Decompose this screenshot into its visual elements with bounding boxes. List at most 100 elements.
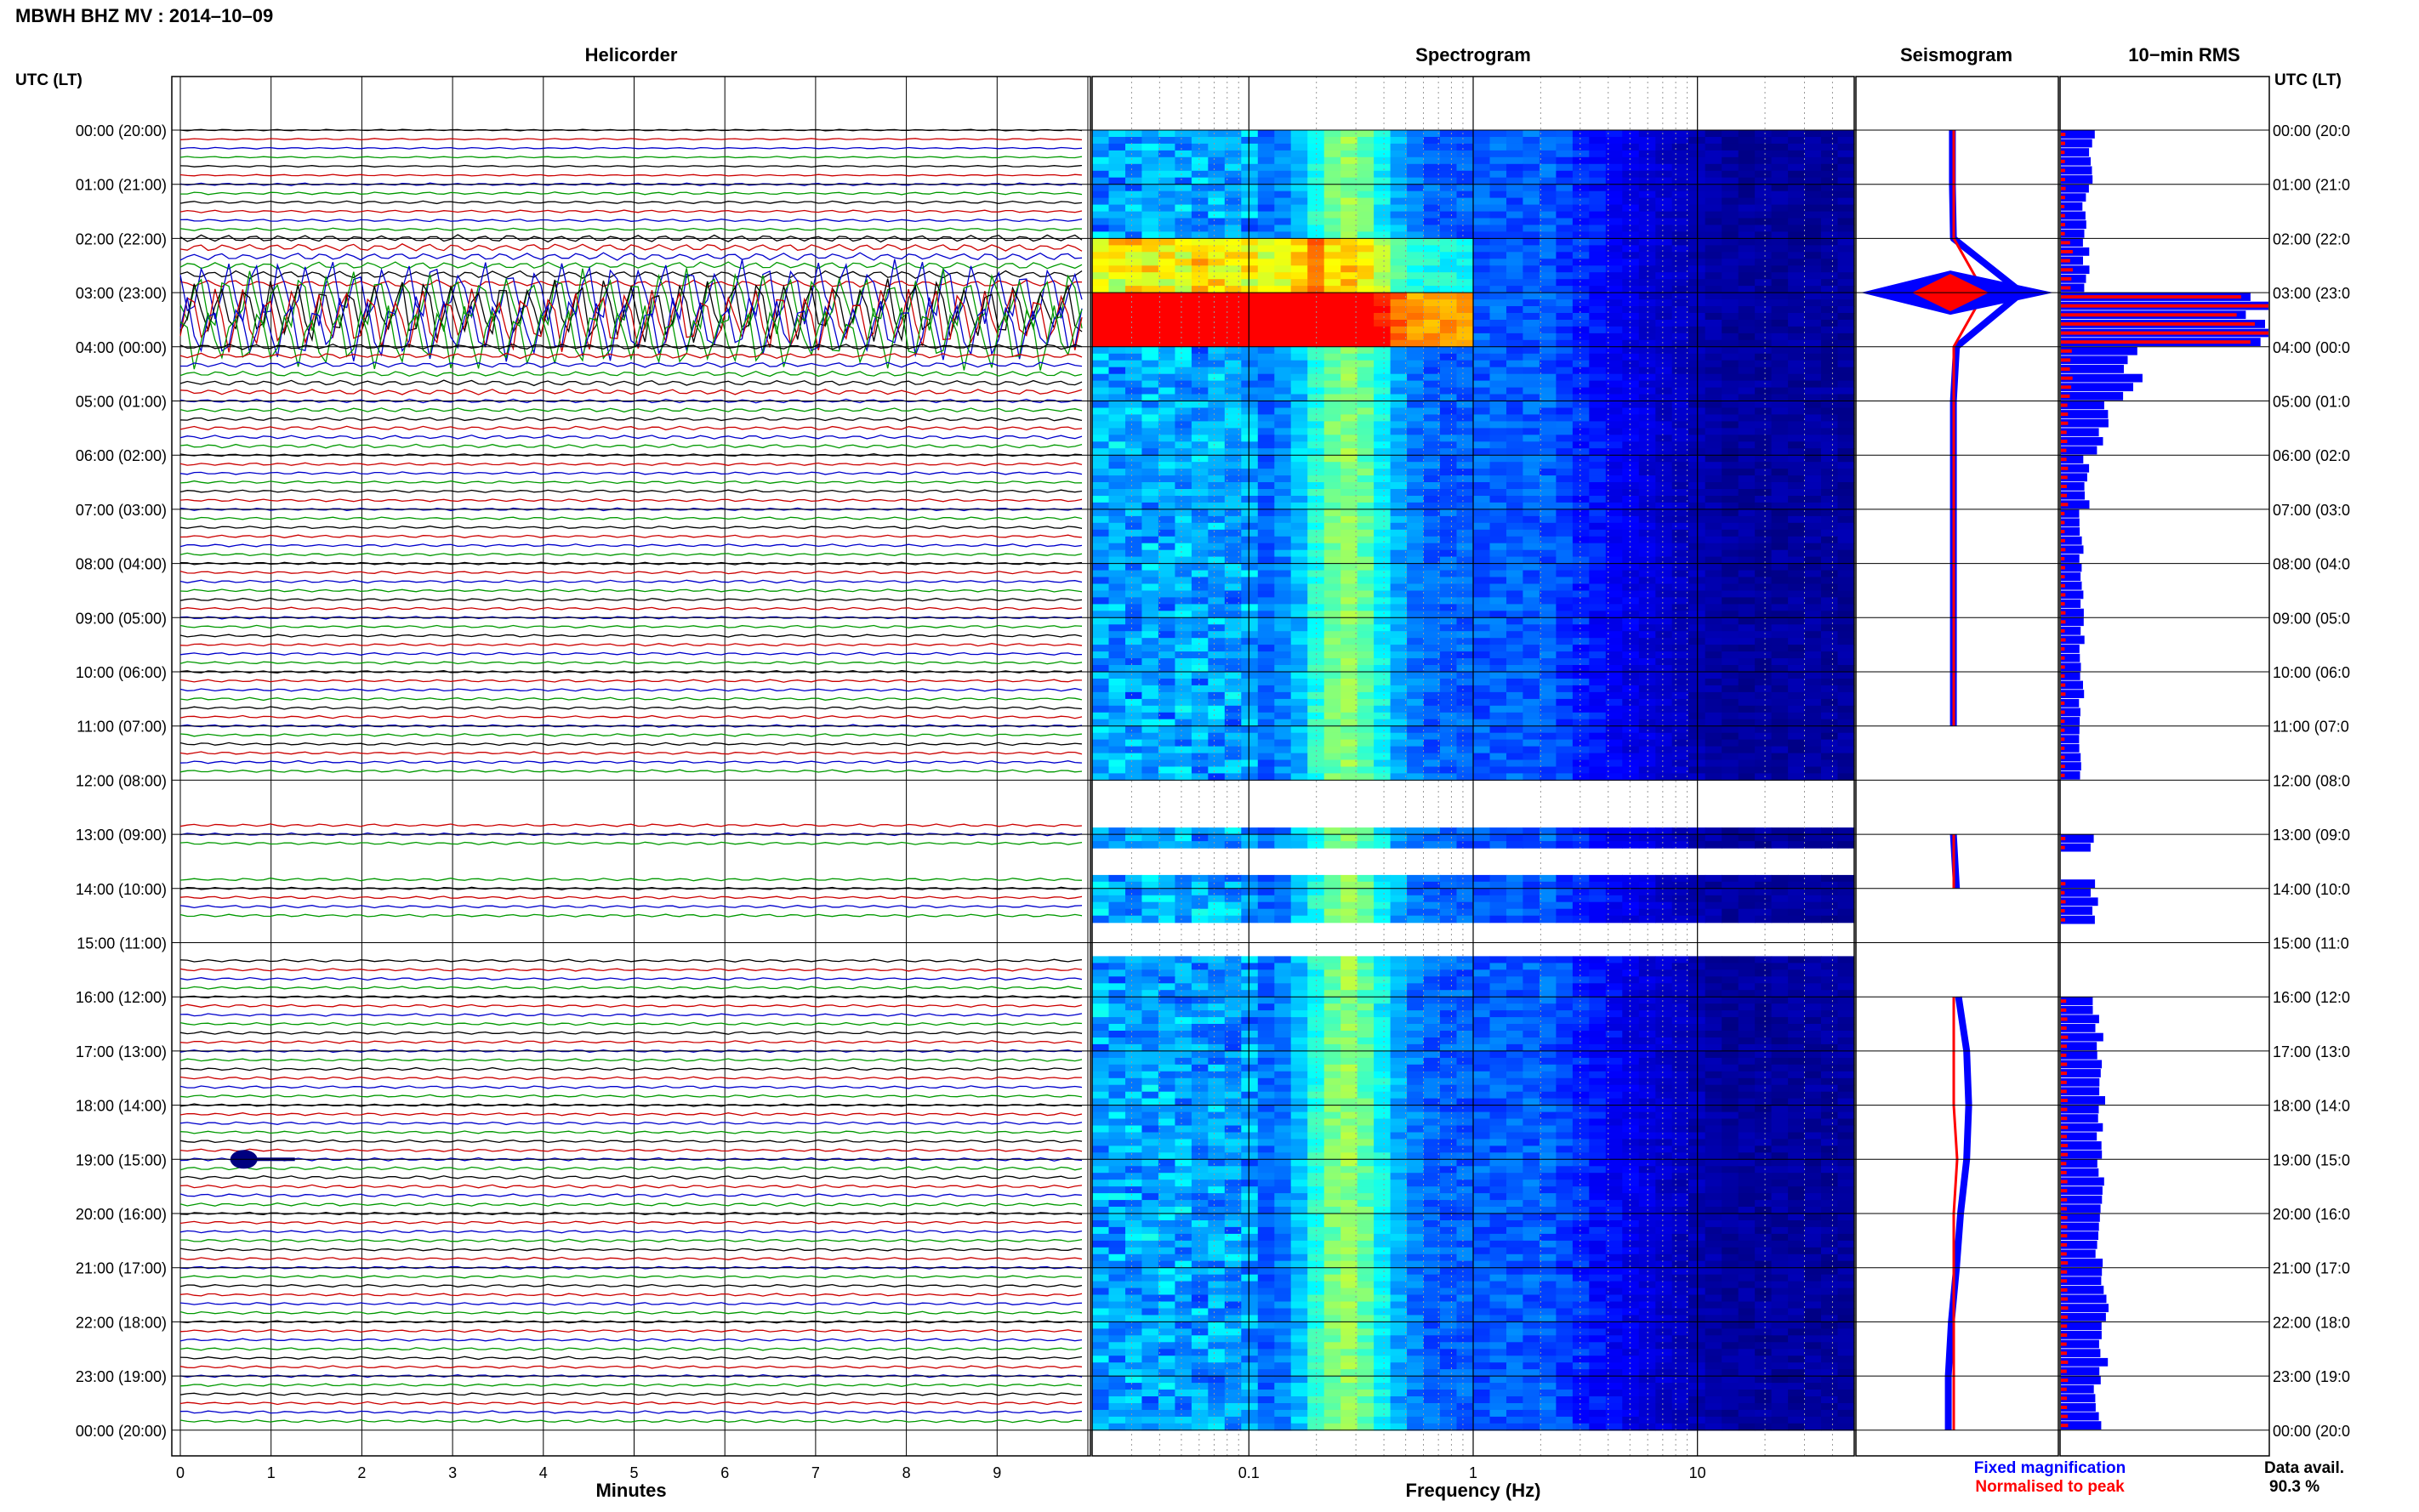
spectrogram-cell [1655, 645, 1673, 652]
spectrogram-cell [1374, 428, 1392, 435]
spectrogram-cell [1307, 204, 1325, 213]
spectrogram-cell [1390, 367, 1408, 375]
spectrogram-cell [1357, 549, 1375, 558]
spectrogram-cell [1274, 556, 1292, 565]
spectrogram-cell [1340, 725, 1358, 734]
spectrogram-cell [1671, 679, 1689, 686]
spectrogram-cell [1257, 638, 1275, 645]
spectrogram-cell [1722, 469, 1739, 476]
spectrogram-cell [1357, 137, 1375, 145]
spectrogram-cell [1158, 211, 1175, 219]
spectrogram-cell [1323, 665, 1341, 673]
spectrogram-cell [1771, 482, 1789, 490]
spectrogram-cell [1489, 475, 1507, 483]
spectrogram-cell [1738, 252, 1756, 259]
spectrogram-cell [1175, 293, 1192, 300]
spectrogram-cell [1141, 496, 1159, 503]
spectrogram-cell [1539, 130, 1557, 138]
spectrogram-cell [1390, 827, 1408, 835]
spectrogram-cell [1357, 435, 1375, 442]
spectrogram-cell [1224, 238, 1242, 246]
spectrogram-cell [1788, 272, 1806, 280]
spectrogram-cell [1357, 759, 1375, 768]
spectrogram-cell [1572, 245, 1590, 253]
spectrogram-cell [1290, 583, 1308, 592]
spectrogram-cell [1191, 834, 1209, 842]
spectrogram-cell [1655, 834, 1673, 842]
spectrogram-cell [1357, 170, 1375, 179]
spectrogram-cell [1556, 549, 1574, 558]
spectrogram-cell [1440, 915, 1458, 924]
spectrogram-cell [1456, 401, 1474, 409]
spectrogram-cell [1323, 360, 1341, 368]
spectrogram-cell [1125, 441, 1143, 449]
spectrogram-cell [1456, 895, 1474, 903]
spectrogram-cell [1340, 346, 1358, 355]
spectrogram-cell [1340, 888, 1358, 896]
spectrogram-cell [1489, 150, 1507, 158]
spectrogram-cell [1390, 286, 1408, 293]
spectrogram-cell [1257, 881, 1275, 890]
spectrogram-cell [1158, 543, 1175, 551]
spectrogram-cell [1340, 299, 1358, 307]
spectrogram-cell [1141, 563, 1159, 571]
spectrogram-cell [1125, 394, 1143, 402]
spectrogram-cell [1589, 231, 1607, 239]
spectrogram-cell [1523, 719, 1540, 727]
spectrogram-cell [1175, 482, 1192, 490]
spectrogram-cell [1208, 156, 1226, 165]
spectrogram-cell [1456, 638, 1474, 645]
spectrogram-cell [1556, 421, 1574, 429]
spectrogram-cell [1423, 685, 1441, 693]
spectrogram-cell [1323, 170, 1341, 179]
spectrogram-cell [1539, 163, 1557, 172]
spectrogram-cell [1638, 394, 1656, 402]
spectrogram-cell [1125, 462, 1143, 469]
spectrogram-cell [1821, 421, 1839, 429]
spectrogram-row [1092, 238, 1855, 246]
spectrogram-cell [1837, 611, 1855, 618]
spectrogram-cell [1307, 672, 1325, 679]
spectrogram-cell [1390, 631, 1408, 639]
spectrogram-cell [1523, 522, 1540, 531]
spectrogram-cell [1489, 346, 1507, 355]
spectrogram-cell [1456, 346, 1474, 355]
spectrogram-cell [1804, 143, 1822, 151]
spectrogram-cell [1092, 895, 1110, 903]
spectrogram-cell [1539, 204, 1557, 213]
spectrogram-cell [1506, 834, 1524, 842]
spectrogram-cell [1224, 638, 1242, 645]
spectrogram-cell [1622, 746, 1640, 754]
spectrogram-cell [1506, 225, 1524, 233]
spectrogram-cell [1722, 360, 1739, 368]
spectrogram-cell [1837, 421, 1855, 429]
spectrogram-cell [1241, 773, 1259, 781]
spectrogram-cell [1572, 339, 1590, 348]
spectrogram-cell [1092, 631, 1110, 639]
spectrogram-cell [1456, 665, 1474, 673]
spectrogram-cell [1290, 522, 1308, 531]
spectrogram-cell [1456, 197, 1474, 206]
spectrogram-cell [1290, 441, 1308, 449]
spectrogram-cell [1638, 448, 1656, 456]
spectrogram-cell [1705, 421, 1722, 429]
spectrogram-cell [1224, 346, 1242, 355]
spectrogram-cell [1390, 888, 1408, 896]
spectrogram-cell [1489, 435, 1507, 442]
spectrogram-cell [1423, 421, 1441, 429]
spectrogram-cell [1141, 333, 1159, 341]
spectrogram-cell [1506, 339, 1524, 348]
spectrogram-cell [1705, 915, 1722, 924]
spectrogram-cell [1821, 245, 1839, 253]
spectrogram-cell [1390, 170, 1408, 179]
spectrogram-cell [1489, 611, 1507, 618]
spectrogram-cell [1191, 638, 1209, 645]
spectrogram-cell [1589, 834, 1607, 842]
spectrogram-cell [1771, 448, 1789, 456]
spectrogram-cell [1738, 380, 1756, 389]
spectrogram-cell [1771, 360, 1789, 368]
spectrogram-cell [1191, 225, 1209, 233]
spectrogram-cell [1605, 570, 1623, 578]
spectrogram-cell [1755, 353, 1773, 361]
spectrogram-cell [1390, 732, 1408, 741]
